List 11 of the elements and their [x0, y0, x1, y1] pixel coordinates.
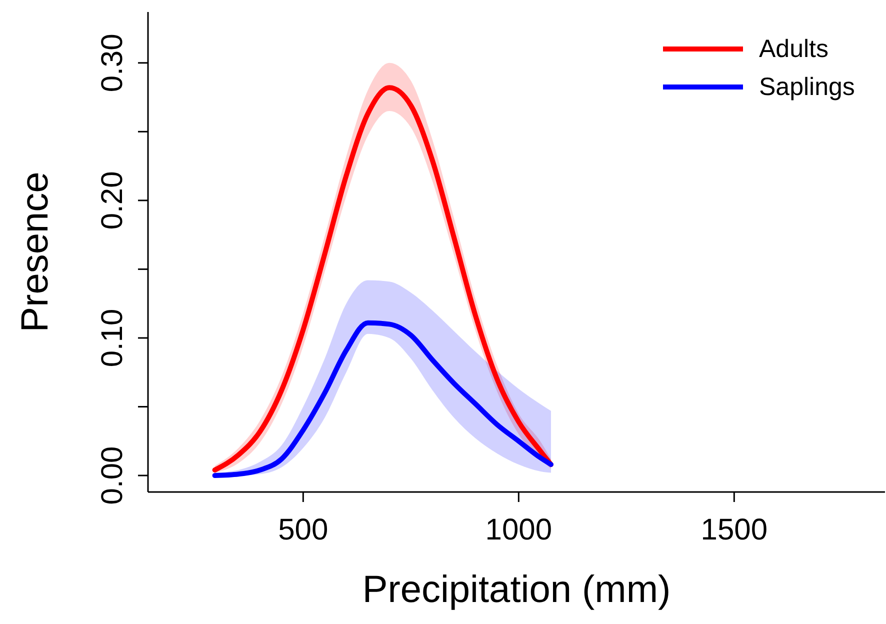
- y-tick-label: 0.00: [96, 446, 129, 505]
- x-tick-label: 500: [278, 513, 328, 546]
- x-tick-label: 1500: [700, 513, 768, 546]
- y-tick-label: 0.30: [96, 34, 129, 92]
- x-tick-label: 1000: [485, 513, 552, 546]
- y-axis-title: Presence: [14, 172, 56, 332]
- y-tick-label: 0.10: [96, 308, 129, 368]
- legend-label: Adults: [759, 34, 828, 65]
- legend-label: Saplings: [759, 72, 855, 103]
- x-axis-title: Precipitation (mm): [362, 569, 671, 611]
- y-tick-label: 0.20: [96, 171, 129, 230]
